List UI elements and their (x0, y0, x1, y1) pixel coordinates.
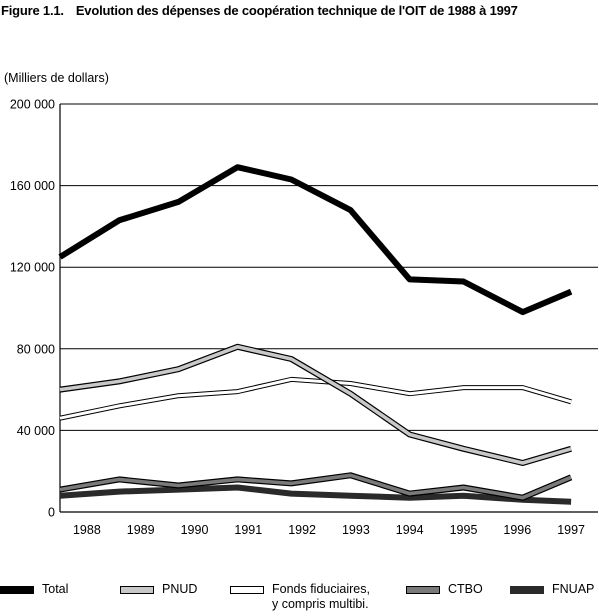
series-line-fill (59, 377, 572, 420)
line-chart: 0 40 000 80 000 120 000 160 000 200 000 1988 19… (10, 98, 598, 538)
legend-swatch (230, 586, 264, 594)
series-line-outline (59, 484, 572, 505)
tick-labels: 0 40 000 80 000 120 000 160 000 200 000 1988 19… (10, 98, 585, 538)
y-tick-label: 160 000 (10, 179, 55, 193)
legend-swatch (120, 586, 154, 594)
legend-item: PNUD (120, 582, 197, 597)
legend: Total PNUD Fonds fiduciaires, y compris mul… (0, 582, 599, 616)
figure-title-text: Evolution des dépenses de coopération te… (75, 3, 518, 18)
series-line-fill (59, 473, 572, 500)
x-tick-label: 1994 (396, 523, 424, 537)
grid-lines (60, 103, 598, 431)
figure-title: Figure 1.1. Evolution des dépenses de coo… (1, 3, 518, 18)
series-line-outline (59, 376, 572, 421)
legend-label: PNUD (162, 582, 198, 596)
legend-label: FNUAP (552, 582, 595, 596)
x-tick-label: 1988 (73, 523, 101, 537)
series-line-fnuap (59, 484, 572, 505)
series-lines (58, 164, 573, 505)
series-line-fill (59, 345, 572, 465)
legend-item: Fonds fiduciaires, y compris multibi. (230, 582, 370, 612)
x-tick-label: 1991 (234, 523, 262, 537)
y-tick-label: 120 000 (10, 261, 55, 275)
legend-label: Total (42, 582, 69, 596)
legend-item: CTBO (406, 582, 483, 597)
series-line-total (58, 164, 573, 316)
x-tick-label: 1990 (181, 523, 209, 537)
legend-label: Fonds fiduciaires, y compris multibi. (272, 582, 370, 611)
x-tick-label: 1995 (450, 523, 478, 537)
figure-number: Figure 1.1. (1, 3, 64, 18)
legend-item: Total (0, 582, 68, 597)
x-tick-label: 1996 (503, 523, 531, 537)
y-axis-unit-label: (Milliers de dollars) (4, 71, 109, 85)
x-tick-label: 1992 (288, 523, 316, 537)
legend-swatch (510, 586, 544, 594)
series-line-pnud (59, 343, 572, 466)
series-line-fonds-fiduciaires- (59, 376, 572, 421)
y-tick-label: 200 000 (10, 98, 55, 112)
y-tick-label: 0 (48, 506, 55, 520)
x-tick-label: 1989 (127, 523, 155, 537)
y-tick-label: 40 000 (17, 424, 55, 438)
legend-swatch (406, 586, 440, 594)
legend-swatch (0, 586, 34, 594)
legend-item: FNUAP (510, 582, 594, 597)
x-tick-label: 1997 (557, 523, 585, 537)
axes (59, 104, 598, 513)
series-line-ctbo (59, 472, 573, 501)
y-tick-label: 80 000 (17, 342, 55, 356)
series-line-outline (58, 164, 573, 316)
legend-label: CTBO (448, 582, 483, 596)
x-tick-label: 1993 (342, 523, 370, 537)
